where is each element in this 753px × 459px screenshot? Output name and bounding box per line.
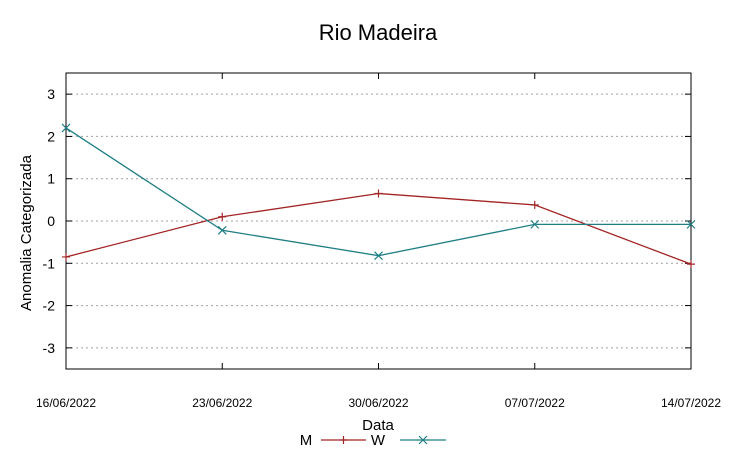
y-tick-label: 0 (47, 213, 55, 229)
y-tick-label: 1 (47, 171, 55, 187)
x-tick-label: 16/06/2022 (36, 396, 96, 410)
legend-label: W (371, 432, 386, 449)
gridlines (66, 93, 691, 349)
x-tick-label: 23/06/2022 (192, 396, 252, 410)
series-w (61, 123, 696, 261)
y-axis-label: Anomalia Categorizada (18, 154, 35, 311)
data-point-plus (339, 436, 348, 444)
data-point-plus (530, 200, 539, 209)
series-layer (61, 123, 696, 269)
series-line-m (65, 192, 692, 265)
y-tick-label: -1 (43, 255, 56, 271)
data-point-cross (418, 435, 428, 445)
y-tick-label: -2 (43, 298, 56, 314)
x-tick-label: 14/07/2022 (661, 396, 721, 410)
data-point-cross (217, 225, 227, 235)
data-point-plus (687, 260, 695, 269)
y-tick-label: 3 (47, 86, 55, 102)
x-tick-label: 07/07/2022 (505, 396, 565, 410)
x-axis-label: Data (362, 417, 394, 434)
data-point-cross (61, 123, 71, 133)
y-tick-label: 2 (47, 128, 55, 144)
data-point-plus (62, 252, 70, 261)
chart-title: Rio Madeira (319, 20, 438, 45)
y-tick-label: -3 (43, 340, 56, 356)
x-tick-label: 30/06/2022 (348, 396, 408, 410)
legend-label: M (300, 432, 313, 449)
data-point-plus (218, 212, 227, 221)
data-point-plus (374, 189, 383, 198)
data-point-cross (530, 219, 540, 229)
data-point-cross (686, 219, 696, 229)
data-point-cross (374, 251, 383, 261)
x-axis-ticks: 16/06/2022 23/06/2022 30/06/2022 07/07/2022… (36, 73, 721, 410)
